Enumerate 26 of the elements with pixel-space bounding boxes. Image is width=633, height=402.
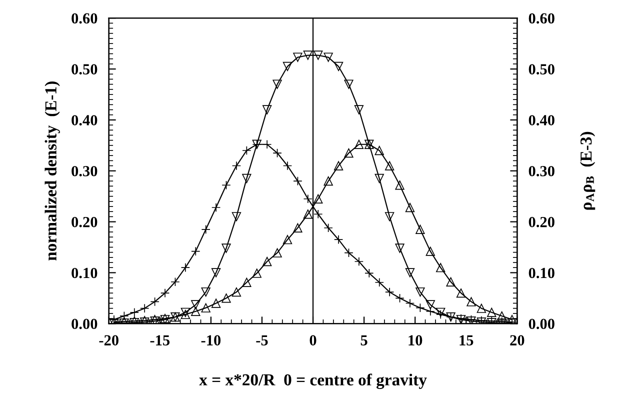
y-tick-label: 0.20 <box>72 216 98 228</box>
y2-tick-label: 0.40 <box>528 115 554 126</box>
y-tick-label: 0.40 <box>72 115 98 126</box>
y2-tick-label: 0.10 <box>528 268 554 278</box>
y2-tick-label: 0.20 <box>528 216 554 228</box>
y-tick-label: 0.00 <box>72 318 98 330</box>
x-tick-label: -10 <box>201 335 221 346</box>
x-tick-label: 0 <box>310 335 316 346</box>
y2-tick-label: 0.50 <box>528 64 554 75</box>
x-tick-label: -20 <box>99 335 118 346</box>
x-tick-label: 10 <box>408 335 422 346</box>
y2-tick-label: 0.30 <box>528 166 554 176</box>
y-tick-label: 0.50 <box>72 64 98 75</box>
y2-tick-label: 0.60 <box>528 13 554 24</box>
y2-tick-label: 0.00 <box>528 318 554 330</box>
y-tick-label: 0.10 <box>72 268 98 278</box>
y-tick-label: 0.60 <box>72 13 98 24</box>
y-axis-title: normalized density (E-1) <box>44 82 60 260</box>
x-axis-title: x = x*20/R 0 = centre of gravity <box>199 374 427 389</box>
x-tick-label: 15 <box>460 335 474 346</box>
y-tick-label: 0.30 <box>72 166 98 176</box>
x-tick-label: 5 <box>360 335 368 346</box>
x-tick-label: -5 <box>256 335 268 346</box>
x-tick-label: 20 <box>510 335 524 346</box>
y2-axis-title: ρ$_{A}$ρ$_{B}$ (E-3) <box>580 132 596 210</box>
x-tick-label: -15 <box>150 335 170 346</box>
